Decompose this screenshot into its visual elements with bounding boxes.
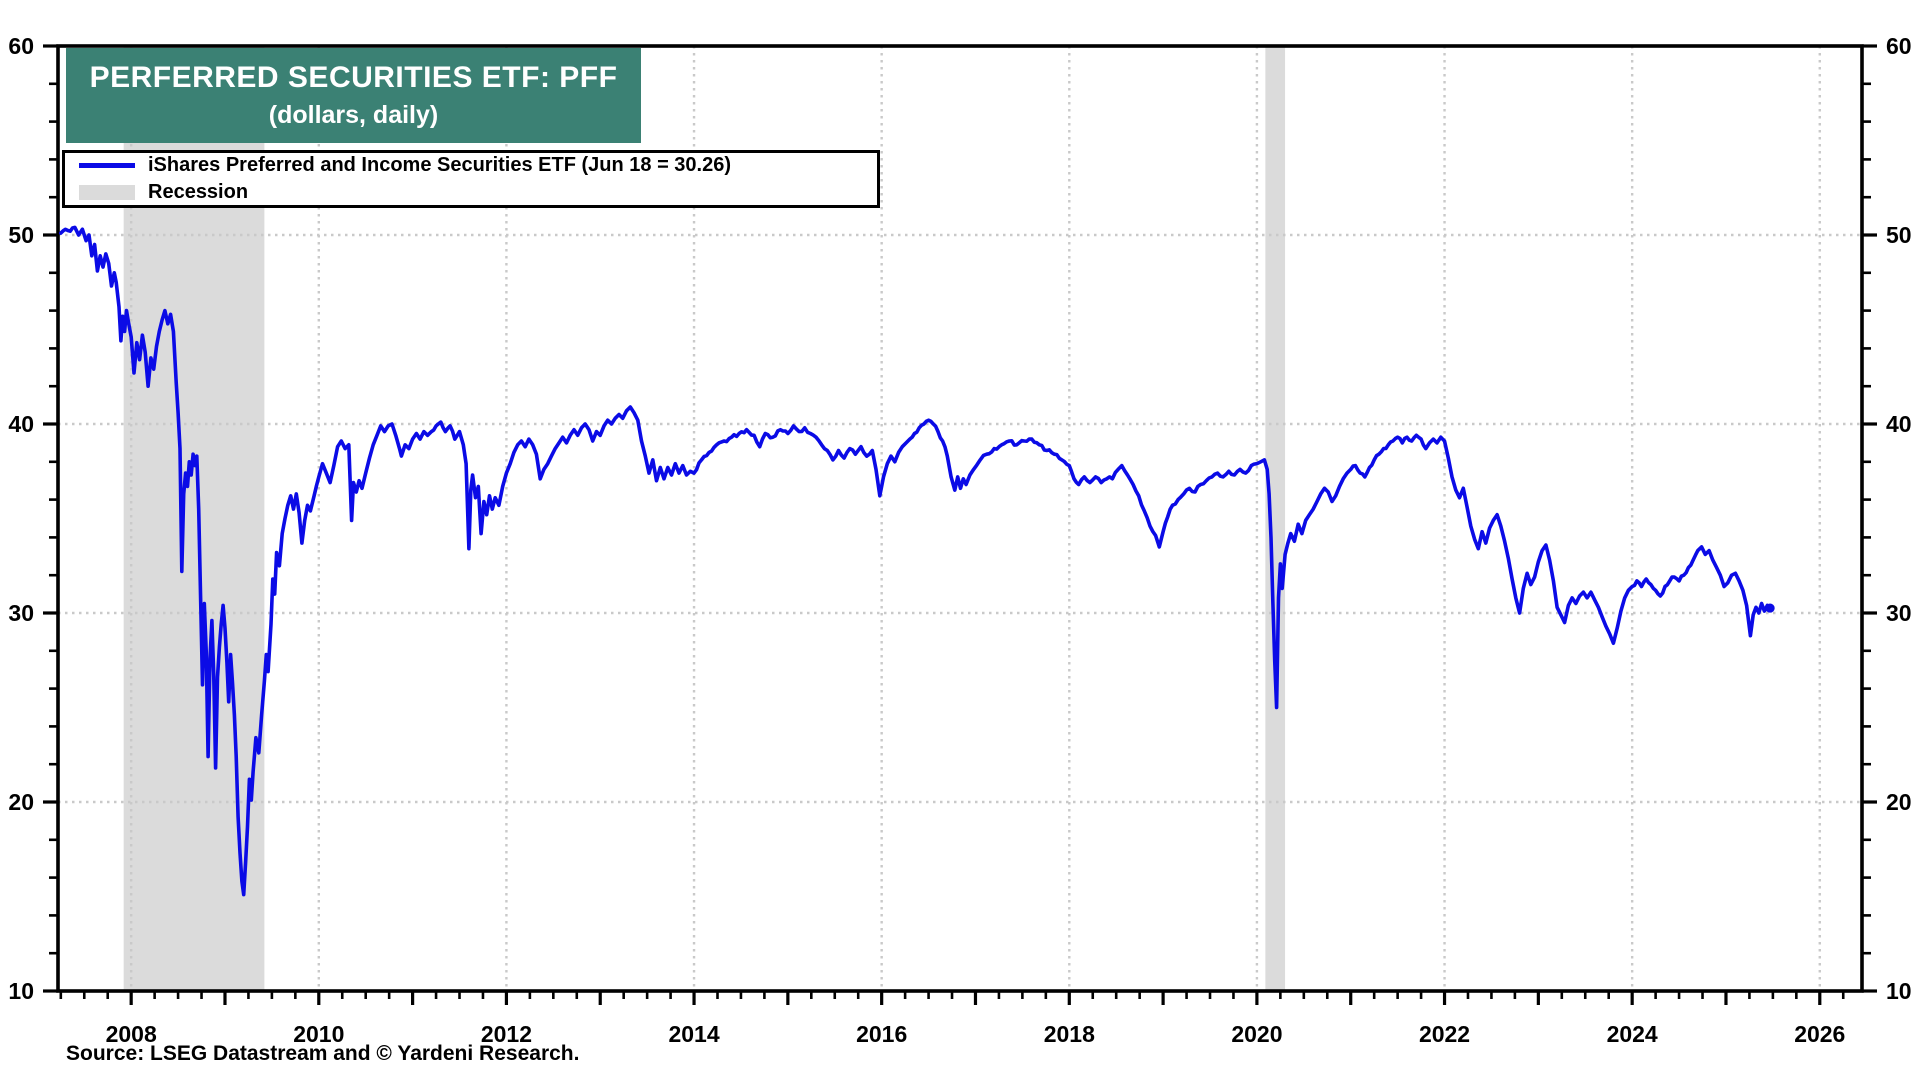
x-tick-label: 2012 [481,1021,532,1047]
recession-legend-label: Recession [148,181,249,203]
y-axis-labels-right: 10 20 30 40 50 60 [1886,33,1912,1004]
x-tick-label: 2024 [1607,1021,1658,1047]
series-line-swatch [79,163,135,168]
chart-subtitle: (dollars, daily) [268,101,439,129]
legend-row-recession: Recession [65,180,877,205]
x-tick-label: 2020 [1231,1021,1282,1047]
recession-swatch [79,185,135,200]
y-tick-label: 20 [8,789,34,815]
x-tick-label: 2018 [1044,1021,1095,1047]
chart-title: PERFERRED SECURITIES ETF: PFF [89,61,618,94]
y-tick-label: 40 [1886,411,1912,437]
axis-ticks [43,44,1877,1005]
x-tick-label: 2026 [1794,1021,1845,1047]
source-attribution: Source: LSEG Datastream and © Yardeni Re… [66,1042,580,1065]
y-tick-label: 30 [1886,600,1912,626]
series-group [59,225,1775,897]
legend-row-series: iShares Preferred and Income Securities … [65,153,877,178]
y-tick-label: 20 [1886,789,1912,815]
recession-band [1265,46,1286,991]
latest-value-dot [1765,603,1775,613]
y-axis-labels-left: 10 20 30 40 50 60 [8,33,34,1004]
price-line [59,225,1772,897]
y-tick-label: 10 [8,978,34,1004]
x-tick-label: 2008 [106,1021,157,1047]
y-tick-label: 40 [8,411,34,437]
plot-frame [56,44,1864,993]
x-tick-label: 2016 [856,1021,907,1047]
x-tick-label: 2014 [668,1021,719,1047]
y-tick-label: 10 [1886,978,1912,1004]
x-tick-label: 2022 [1419,1021,1470,1047]
legend: iShares Preferred and Income Securities … [62,150,880,208]
series-legend-label: iShares Preferred and Income Securities … [148,154,732,176]
y-tick-label: 50 [8,222,34,248]
y-tick-label: 60 [1886,33,1912,59]
y-tick-label: 50 [1886,222,1912,248]
y-tick-label: 60 [8,33,34,59]
chart-title-box: PERFERRED SECURITIES ETF: PFF (dollars, … [66,48,641,143]
x-axis-labels: 2008 2010 2012 2014 2016 2018 2020 2022 2024 2026 [106,1021,1846,1047]
x-tick-label: 2010 [293,1021,344,1047]
y-tick-label: 30 [8,600,34,626]
